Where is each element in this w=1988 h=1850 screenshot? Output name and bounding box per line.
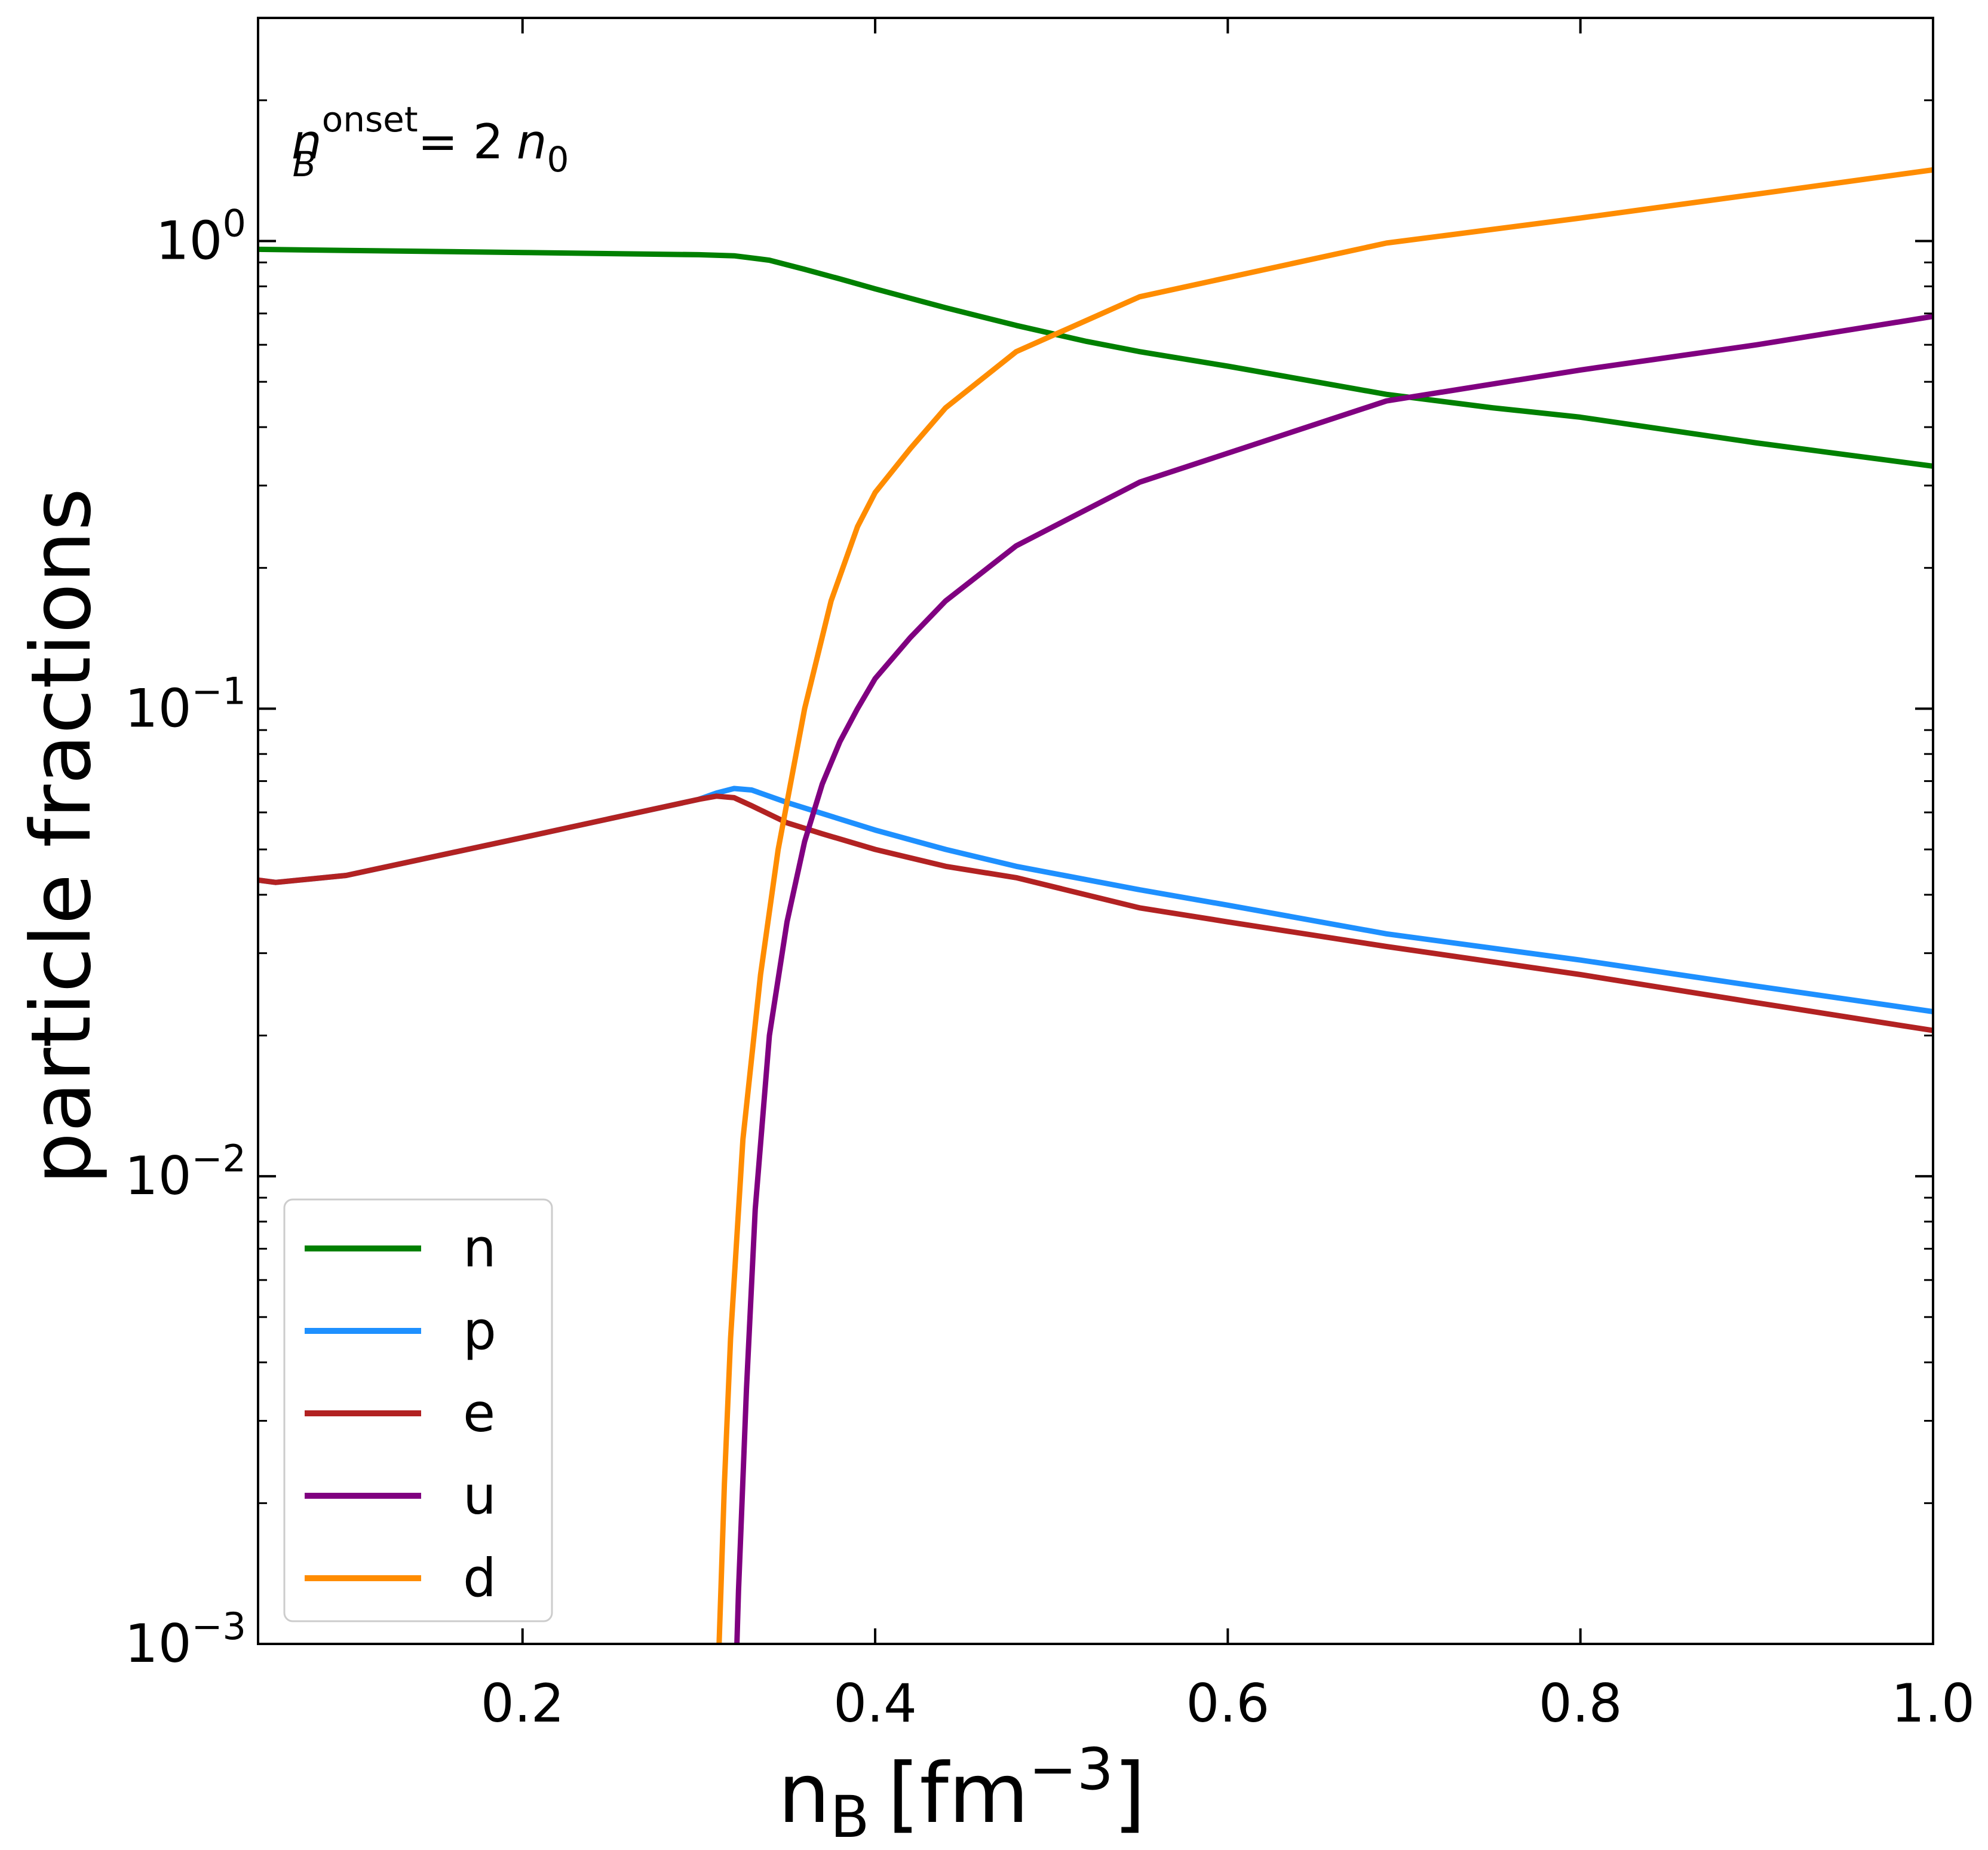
x-tick-label: 0.6 bbox=[1186, 1673, 1269, 1734]
annotation-equals: = 2 bbox=[418, 114, 503, 170]
y-tick-label: 10−3 bbox=[125, 1604, 246, 1674]
x-axis-title-units-sup: −3 bbox=[1029, 1736, 1113, 1803]
annotation-rhs-var: n bbox=[517, 114, 547, 170]
series-lines bbox=[258, 167, 1933, 1644]
x-axis-title-close: ] bbox=[1113, 1745, 1146, 1842]
onset-annotation: nonset B = 2 n0 bbox=[292, 99, 569, 185]
x-axis-title: nB [fm−3] bbox=[778, 1736, 1146, 1850]
axis-ticks: 0.2 0.4 0.6 0.8 1.0 10−3 10−2 10−1 100 bbox=[125, 17, 1975, 1734]
series-line-n bbox=[258, 246, 1933, 469]
x-axis-title-sub: B bbox=[830, 1784, 870, 1850]
y-tick-label: 10−1 bbox=[125, 669, 246, 739]
legend-label-u: u bbox=[463, 1465, 496, 1526]
x-tick-label: 0.8 bbox=[1539, 1673, 1622, 1734]
plot-frame bbox=[257, 17, 1934, 1645]
annotation-sub: B bbox=[293, 144, 317, 185]
x-tick-label: 1.0 bbox=[1891, 1673, 1975, 1734]
legend-label-e: e bbox=[463, 1382, 495, 1444]
annotation-rhs-sub: 0 bbox=[547, 139, 569, 180]
x-tick-label: 0.2 bbox=[481, 1673, 565, 1734]
legend-label-n: n bbox=[463, 1217, 496, 1279]
y-tick-label: 100 bbox=[156, 202, 246, 272]
series-line-d bbox=[716, 167, 1933, 1644]
series-line-u bbox=[734, 314, 1933, 1644]
series-line-p bbox=[258, 786, 1933, 1014]
y-tick-label: 10−2 bbox=[125, 1137, 246, 1207]
series-line-e bbox=[258, 793, 1933, 1033]
annotation-var: n bbox=[292, 114, 322, 170]
y-axis-title: particle fractions bbox=[13, 488, 109, 1185]
x-tick-label: 0.4 bbox=[833, 1673, 917, 1734]
annotation-sup: onset bbox=[322, 99, 418, 140]
x-axis-title-var: n bbox=[778, 1745, 830, 1842]
legend-label-p: p bbox=[463, 1300, 496, 1361]
legend-label-d: d bbox=[463, 1547, 496, 1609]
x-axis-title-units: [fm bbox=[888, 1745, 1029, 1842]
